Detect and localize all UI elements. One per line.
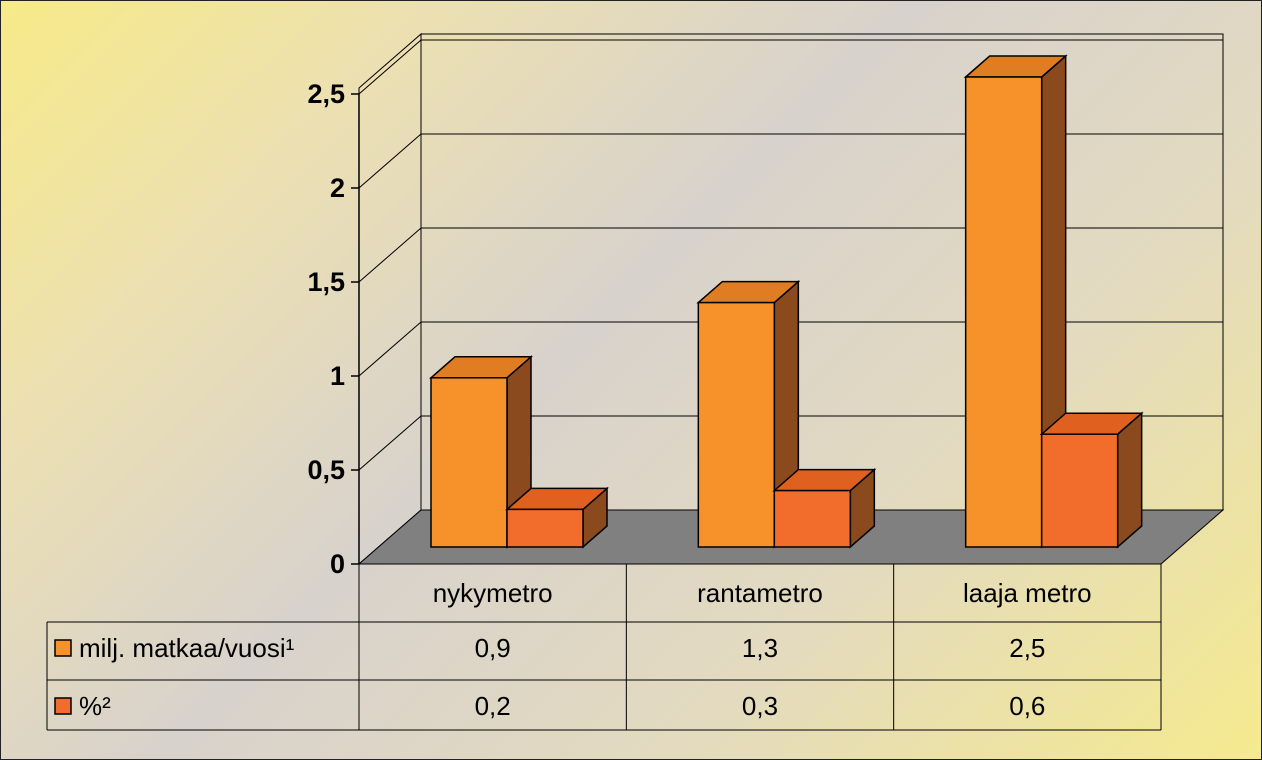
category-label: nykymetro <box>433 578 553 608</box>
bar-nykymetro-percent <box>505 486 609 549</box>
table-cell: 0,2 <box>475 691 511 721</box>
gridline <box>358 321 1223 377</box>
y-tick-label: 1,5 <box>307 267 345 297</box>
table-cell: 0,9 <box>475 633 511 663</box>
bars <box>429 54 1144 549</box>
data-table: nykymetro rantametro laaja metro milj. matk… <box>46 563 1162 731</box>
bar-front <box>430 377 508 548</box>
legend-swatch <box>54 639 72 657</box>
y-tick-label: 1 <box>330 361 345 391</box>
bar-rantametro-percent <box>772 467 877 549</box>
legend-swatch <box>54 697 72 715</box>
y-tick-label: 0,5 <box>307 455 345 485</box>
bar-laaja-metro-percent <box>1039 411 1144 549</box>
category-label: laaja metro <box>963 578 1092 608</box>
row-label: %² <box>79 691 111 721</box>
gridline <box>358 133 1223 189</box>
gridline <box>358 415 1223 471</box>
gridline <box>358 227 1223 283</box>
bar-front <box>964 76 1043 548</box>
row-label: milj. matkaa/vuosi¹ <box>79 633 295 663</box>
y-tick-label: 2 <box>330 173 345 203</box>
y-tick-label: 0 <box>330 549 345 579</box>
table-cell: 2,5 <box>1009 633 1045 663</box>
bar-front <box>697 301 776 548</box>
y-tick-label: 2,5 <box>307 79 345 109</box>
bar-front <box>506 508 584 548</box>
table-cell: 1,3 <box>742 633 778 663</box>
table-cell: 0,3 <box>742 691 778 721</box>
bar-front <box>773 489 852 548</box>
y-axis: 0 0,5 1 1,5 2 2,5 <box>307 79 360 579</box>
gridline <box>358 39 1223 95</box>
bar-front <box>1040 433 1119 548</box>
category-label: rantametro <box>697 578 823 608</box>
bar-side <box>1116 411 1143 549</box>
gridlines <box>358 39 1223 471</box>
table-cell: 0,6 <box>1009 691 1045 721</box>
side-wall <box>358 32 422 566</box>
